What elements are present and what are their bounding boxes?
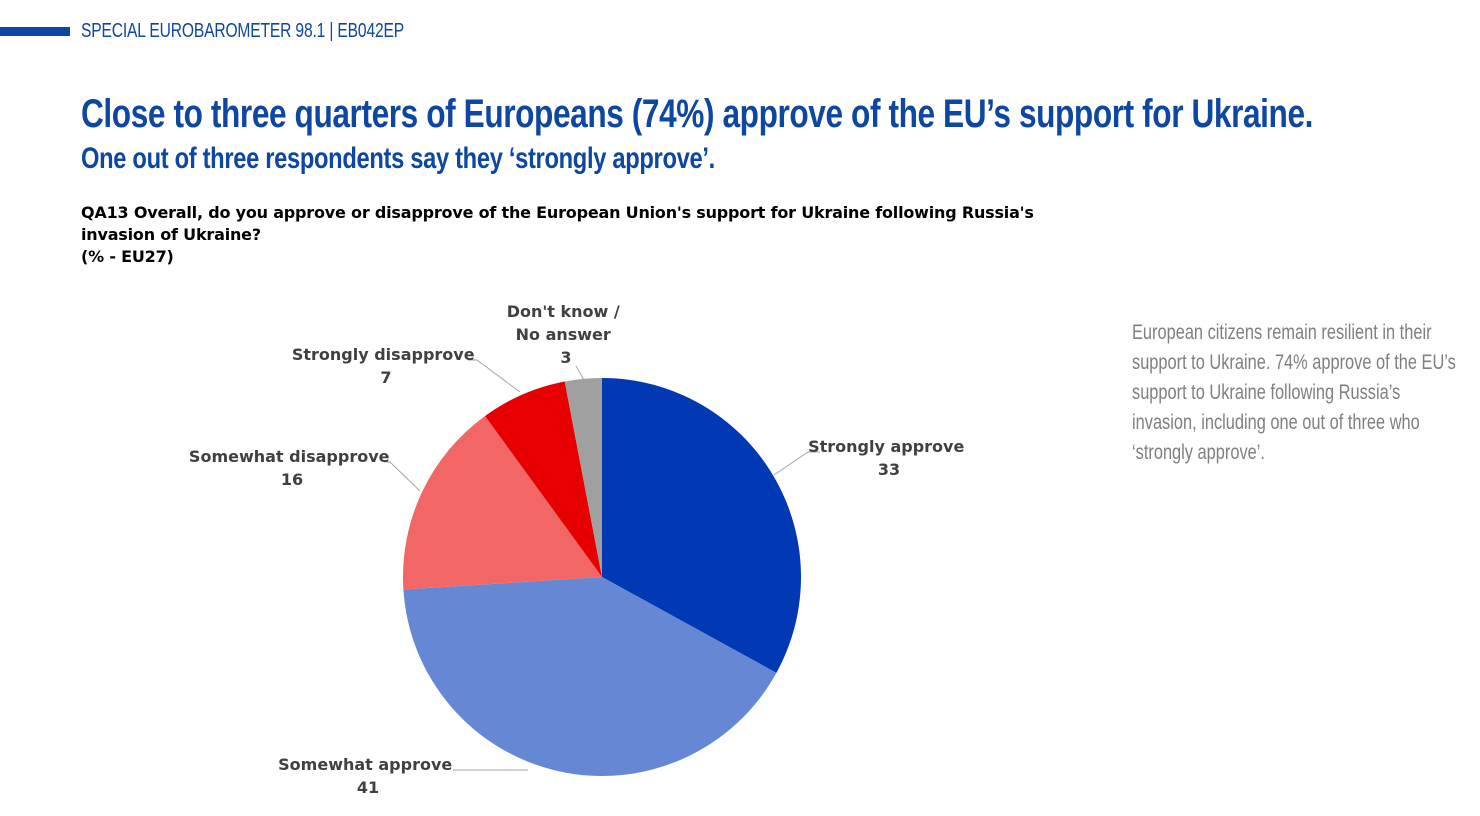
leader-line-somewhat-disapprove: [384, 461, 421, 492]
report-header: SPECIAL EUROBAROMETER 98.1 | EB042EP: [81, 20, 404, 42]
pie-chart: Strongly approve 33 Somewhat approve 41 …: [189, 302, 970, 797]
question-line: invasion of Ukraine?: [81, 225, 261, 244]
pie-slices: [403, 378, 801, 777]
side-note: European citizens remain resilient in th…: [1132, 321, 1456, 464]
slice-label-value: 7: [380, 368, 391, 387]
leader-line-strongly-approve: [773, 451, 820, 476]
slice-label-dont-know: Don't know / No answer 3: [507, 302, 626, 367]
slice-label-name: Somewhat disapprove: [189, 447, 390, 466]
question-line: QA13 Overall, do you approve or disappro…: [81, 203, 1034, 222]
slice-label-name: Strongly disapprove: [292, 345, 475, 364]
page-title: Close to three quarters of Europeans (74…: [81, 92, 1314, 136]
slice-label-value: 41: [357, 778, 379, 797]
pie-slice-strongly-disapprove: [485, 381, 602, 577]
question-text: QA13 Overall, do you approve or disappro…: [81, 202, 1071, 268]
leader-line-dont-know: [575, 365, 585, 381]
slice-label-strongly-disapprove: Strongly disapprove 7: [292, 345, 480, 387]
question-base: (% - EU27): [81, 247, 174, 266]
header-accent-bar: [0, 27, 70, 36]
slice-label-name: Somewhat approve: [278, 755, 452, 774]
slice-label-value: 3: [560, 348, 571, 367]
pie-slice-don-t-know-no-answer: [564, 378, 602, 577]
pie-slice-somewhat-approve: [403, 577, 777, 777]
slice-label-name: Strongly approve: [808, 437, 964, 456]
pie-slice-somewhat-disapprove: [403, 416, 602, 590]
slice-label-value: 16: [281, 470, 303, 489]
slice-label-strongly-approve: Strongly approve 33: [808, 437, 970, 479]
slice-label-value: 33: [878, 460, 900, 479]
slice-label-name: No answer: [516, 325, 611, 344]
slice-label-name: Don't know /: [507, 302, 620, 321]
pie-slice-strongly-approve: [602, 378, 801, 673]
page-subtitle: One out of three respondents say they ‘s…: [81, 142, 715, 175]
leader-lines: [384, 359, 820, 771]
slice-label-somewhat-approve: Somewhat approve 41: [278, 755, 458, 797]
slice-label-somewhat-disapprove: Somewhat disapprove 16: [189, 447, 395, 489]
leader-line-strongly-disapprove: [468, 359, 521, 393]
slice-labels: Strongly approve 33 Somewhat approve 41 …: [189, 302, 970, 797]
